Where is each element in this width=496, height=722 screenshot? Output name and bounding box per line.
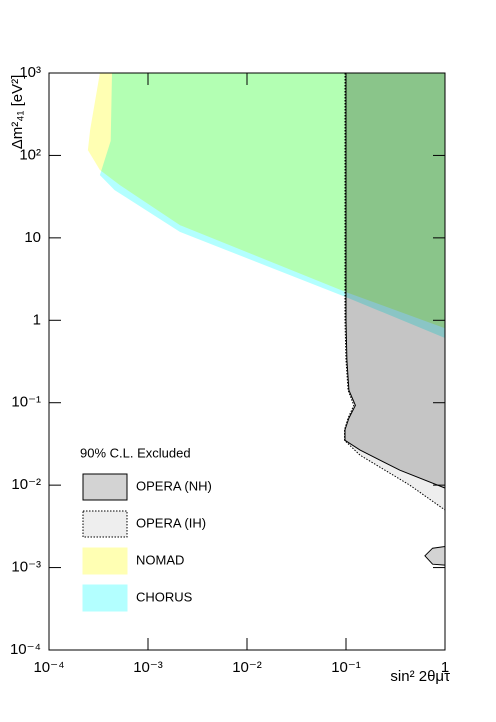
x-tick-label: 10⁻² (232, 659, 262, 676)
legend-label: NOMAD (136, 552, 184, 567)
x-axis-label: sin² 2θμτ (390, 668, 450, 685)
y-tick-label: 1 (33, 311, 41, 328)
legend-swatch (82, 510, 128, 538)
legend-swatch (82, 547, 128, 575)
legend-label: CHORUS (136, 589, 193, 604)
y-tick-label: 10⁻⁴ (10, 641, 41, 658)
x-tick-label: 10⁻⁴ (33, 659, 64, 676)
regions (87, 73, 445, 566)
legend-label: OPERA (NH) (136, 478, 212, 493)
y-tick-label: 10⁻² (11, 476, 41, 493)
legend-swatch (82, 473, 128, 501)
x-tick-label: 1 (441, 659, 449, 676)
y-tick-label: 10 (24, 229, 41, 246)
y-tick-label: 10² (19, 146, 41, 163)
y-tick-label: 10⁻¹ (11, 394, 41, 411)
x-tick-label: 10⁻³ (133, 659, 163, 676)
y-tick-label: 10⁻³ (11, 559, 41, 576)
legend-title: 90% C.L. Excluded (80, 445, 191, 460)
y-axis-label: Δm²₄₁ [eV²] (9, 75, 26, 150)
legend-label: OPERA (IH) (136, 515, 206, 530)
legend-swatch (82, 584, 128, 612)
y-tick-label: 10³ (19, 64, 41, 81)
x-tick-label: 10⁻¹ (331, 659, 361, 676)
exclusion-region (344, 73, 445, 566)
